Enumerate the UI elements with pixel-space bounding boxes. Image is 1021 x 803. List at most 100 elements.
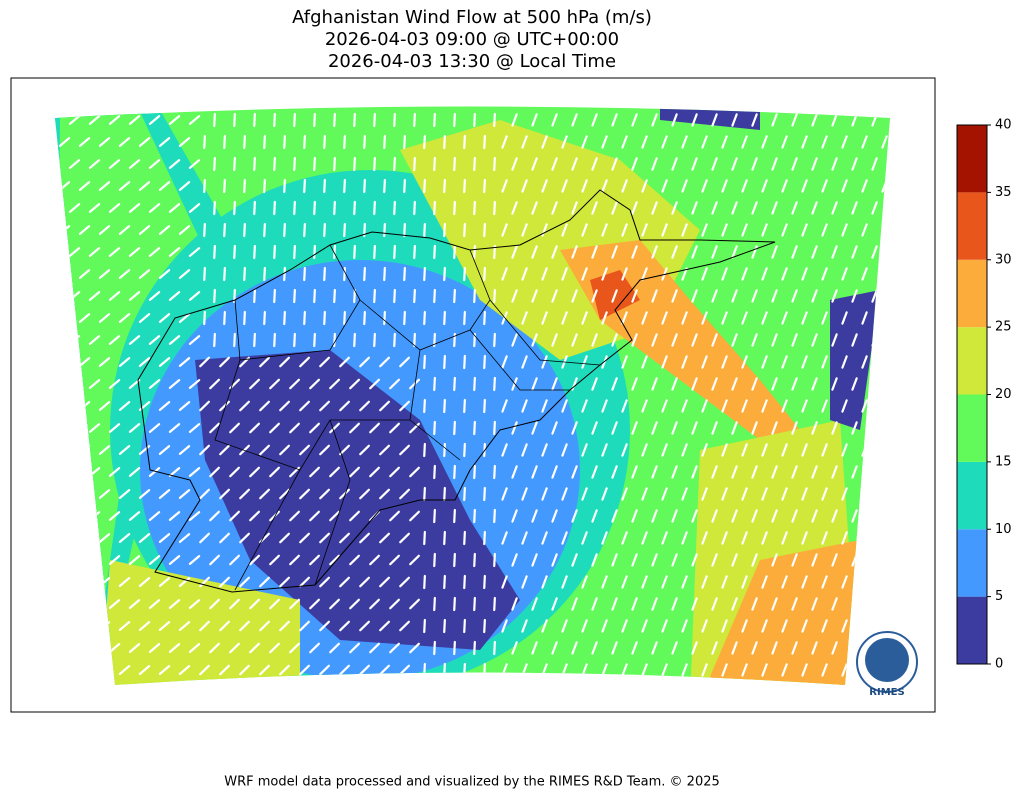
wind-arrow bbox=[168, 159, 181, 169]
wind-arrow bbox=[711, 157, 718, 171]
wind-arrow bbox=[369, 642, 380, 654]
wind-arrow bbox=[661, 663, 668, 677]
wind-arrow bbox=[259, 664, 270, 676]
wind-arrow bbox=[253, 200, 256, 216]
wind-arrow bbox=[158, 181, 171, 191]
wind-arrow bbox=[363, 134, 366, 150]
wind-arrow bbox=[751, 553, 758, 567]
field bbox=[830, 290, 880, 430]
wind-arrow bbox=[369, 598, 380, 610]
wind-arrow bbox=[148, 555, 161, 565]
wind-arrow bbox=[671, 377, 678, 391]
wind-arrow bbox=[771, 377, 778, 391]
wind-arrow bbox=[383, 310, 386, 326]
wind-arrow bbox=[521, 267, 528, 281]
wind-arrow bbox=[631, 465, 638, 479]
wind-arrow bbox=[612, 686, 616, 697]
wind-arrow bbox=[841, 531, 848, 545]
wind-arrow bbox=[541, 135, 548, 149]
wind-arrow bbox=[473, 244, 476, 260]
wind-arrow bbox=[138, 489, 151, 499]
wind-arrow bbox=[68, 379, 81, 389]
wind-arrow bbox=[339, 444, 350, 456]
colorbar-segment bbox=[957, 596, 987, 664]
wind-arrow bbox=[108, 599, 121, 609]
wind-arrow bbox=[343, 134, 346, 150]
wind-arrow bbox=[128, 335, 141, 345]
wind-arrow bbox=[309, 510, 320, 522]
wind-arrow bbox=[343, 222, 346, 238]
wind-arrow bbox=[651, 157, 658, 171]
wind-arrow bbox=[791, 113, 798, 127]
wind-arrow bbox=[591, 641, 598, 655]
wind-arrow bbox=[541, 179, 548, 193]
wind-arrow bbox=[591, 333, 598, 347]
wind-arrow bbox=[330, 688, 339, 696]
wind-arrow bbox=[349, 642, 360, 654]
wind-arrow bbox=[188, 247, 201, 257]
wind-arrow bbox=[409, 642, 420, 654]
wind-arrow bbox=[453, 640, 456, 656]
wind-arrow bbox=[403, 178, 406, 194]
wind-arrow bbox=[393, 244, 396, 260]
wind-arrow bbox=[379, 356, 390, 368]
wind-arrow bbox=[811, 333, 818, 347]
wind-arrow bbox=[871, 421, 878, 435]
wind-arrow bbox=[751, 597, 758, 611]
wind-arrow bbox=[128, 423, 141, 433]
wind-arrow bbox=[781, 487, 788, 501]
wind-arrow bbox=[383, 178, 386, 194]
wind-arrow bbox=[601, 223, 608, 237]
wind-arrow bbox=[831, 113, 838, 127]
colorbar-tick-label: 35 bbox=[995, 185, 1012, 200]
wind-arrow bbox=[771, 113, 778, 127]
wind-arrow bbox=[233, 112, 236, 128]
wind-arrow bbox=[651, 421, 658, 435]
wind-arrow bbox=[423, 354, 426, 370]
wind-arrow bbox=[433, 684, 436, 685]
wind-arrow bbox=[399, 664, 410, 676]
wind-arrow bbox=[721, 267, 728, 281]
wind-arrow bbox=[403, 222, 406, 238]
footer: WRF model data processed and visualized … bbox=[224, 775, 720, 790]
wind-arrow bbox=[493, 684, 496, 685]
wind-arrow bbox=[671, 113, 678, 127]
wind-arrow bbox=[399, 444, 410, 456]
wind-arrow bbox=[661, 399, 668, 413]
wind-arrow bbox=[791, 333, 798, 347]
wind-arrow bbox=[831, 157, 838, 171]
wind-arrow bbox=[128, 247, 141, 257]
wind-arrow bbox=[701, 487, 708, 501]
wind-arrow bbox=[168, 467, 181, 477]
logo-text: RIMES bbox=[869, 687, 904, 698]
wind-arrow bbox=[158, 313, 171, 323]
wind-arrow bbox=[631, 201, 638, 215]
wind-arrow bbox=[319, 356, 330, 368]
wind-arrow bbox=[443, 574, 446, 590]
wind-arrow bbox=[861, 223, 868, 237]
wind-arrow bbox=[463, 574, 466, 590]
wind-arrow bbox=[213, 112, 216, 128]
wind-arrow bbox=[463, 134, 466, 150]
wind-arrow bbox=[223, 310, 226, 326]
wind-arrow bbox=[78, 313, 91, 323]
wind-arrow bbox=[178, 181, 191, 191]
wind-arrow bbox=[621, 135, 628, 149]
wind-arrow bbox=[721, 399, 728, 413]
wind-arrow bbox=[501, 355, 508, 369]
wind-arrow bbox=[641, 443, 648, 457]
wind-arrow bbox=[353, 288, 356, 304]
wind-arrow bbox=[501, 619, 508, 633]
wind-arrow bbox=[263, 222, 266, 238]
wind-arrow bbox=[511, 509, 518, 523]
wind-arrow bbox=[108, 423, 121, 433]
wind-arrow bbox=[511, 245, 518, 259]
wind-arrow bbox=[871, 157, 878, 171]
wind-arrow bbox=[621, 179, 628, 193]
wind-arrow bbox=[771, 421, 778, 435]
wind-arrow bbox=[701, 619, 708, 633]
wind-arrow bbox=[249, 554, 260, 566]
wind-arrow bbox=[239, 444, 250, 456]
wind-arrow bbox=[672, 686, 676, 697]
wind-arrow bbox=[851, 641, 858, 655]
